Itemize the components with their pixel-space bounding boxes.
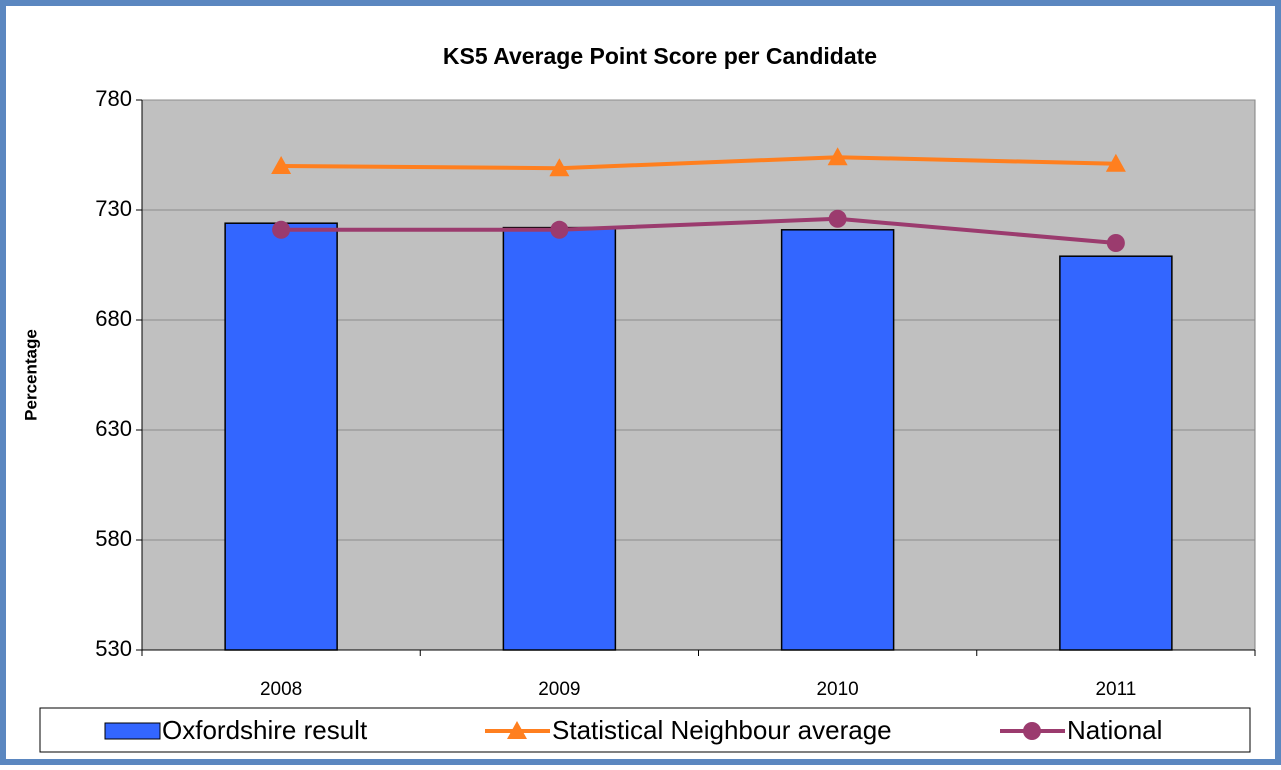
- bar: [780, 229, 895, 651]
- legend-label: Oxfordshire result: [162, 715, 368, 745]
- point: [271, 156, 292, 174]
- chart-title: KS5 Average Point Score per Candidate: [443, 43, 877, 69]
- y-tick-label: 680: [95, 306, 132, 331]
- point: [1105, 153, 1126, 172]
- point: [828, 209, 847, 228]
- legend-swatch: [104, 722, 161, 740]
- point: [1106, 234, 1125, 252]
- y-tick-label: 580: [95, 526, 132, 551]
- x-tick-label: 2008: [260, 679, 302, 700]
- bar: [1059, 255, 1173, 651]
- legend-label: Statistical Neighbour average: [552, 715, 892, 745]
- point: [827, 147, 848, 166]
- x-tick-label: 2009: [538, 679, 580, 700]
- bar: [224, 222, 338, 651]
- y-tick-label: 780: [95, 86, 132, 111]
- x-tick-label: 2010: [816, 679, 858, 700]
- y-axis-label: Percentage: [21, 329, 40, 421]
- y-tick-label: 530: [95, 636, 132, 661]
- legend-marker: [1023, 722, 1041, 740]
- legend-marker: [507, 721, 527, 739]
- point: [550, 220, 569, 239]
- bar: [502, 226, 617, 651]
- x-tick-label: 2011: [1095, 679, 1136, 700]
- y-tick-label: 730: [95, 196, 132, 221]
- line: [281, 216, 1117, 245]
- point: [272, 220, 291, 239]
- y-tick-label: 630: [95, 416, 132, 441]
- legend-label: National: [1067, 715, 1162, 745]
- point: [549, 158, 570, 177]
- line: [281, 155, 1116, 171]
